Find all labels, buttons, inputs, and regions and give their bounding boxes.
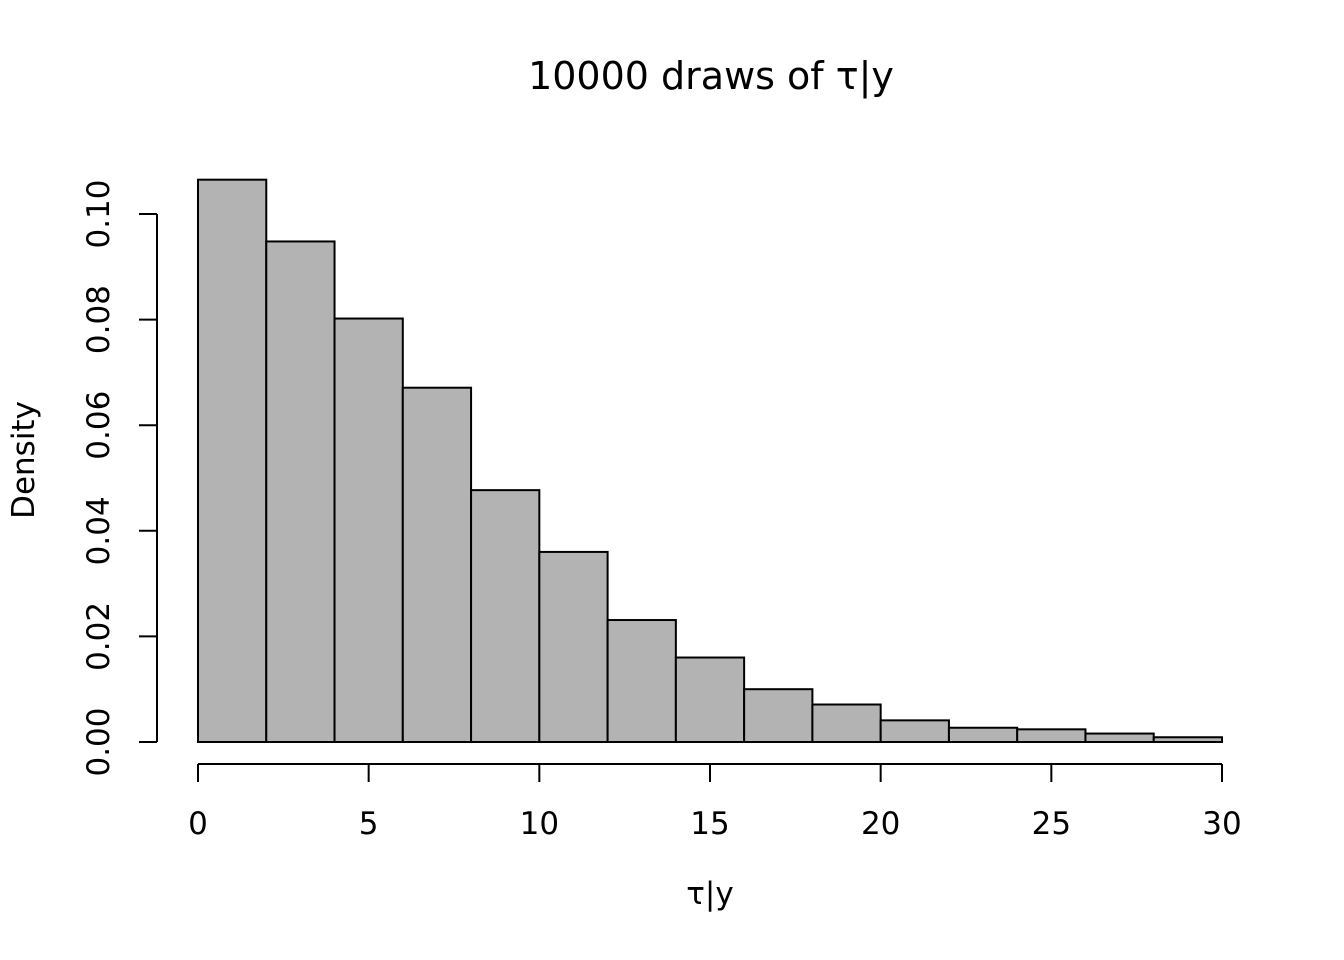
histogram-bar — [197, 178, 268, 743]
chart-title: 10000 draws of τ|y — [528, 54, 894, 99]
histogram-bar — [947, 726, 1019, 744]
x-axis-label: τ|y — [686, 876, 733, 912]
x-tick-label: 20 — [861, 806, 900, 842]
y-tick-label: 0.08 — [81, 285, 117, 354]
y-tick-label: 0.10 — [81, 179, 117, 248]
x-tick-label: 25 — [1032, 806, 1071, 842]
y-tick-label: 0.00 — [81, 707, 117, 776]
histogram-bar — [1016, 728, 1087, 744]
y-tick-label: 0.04 — [81, 496, 117, 565]
histogram-bar — [606, 619, 677, 743]
histogram-bar — [538, 550, 609, 743]
y-tick-label: 0.06 — [81, 391, 117, 460]
y-tick-label: 0.02 — [81, 602, 117, 671]
x-tick-label: 30 — [1202, 806, 1241, 842]
histogram-bar — [674, 656, 746, 744]
histogram-bar — [401, 386, 473, 743]
x-tick-label: 5 — [359, 806, 379, 842]
histogram-bar — [811, 703, 882, 744]
y-axis-label: Density — [6, 401, 42, 519]
histogram-bar — [1084, 732, 1155, 744]
histogram-bar — [470, 489, 541, 744]
bars-group — [197, 178, 1223, 744]
histogram-bar — [333, 317, 404, 743]
y-axis: 0.00 0.02 0.04 0.06 0.08 0.10 — [81, 179, 158, 777]
x-tick-label: 10 — [520, 806, 559, 842]
x-axis: 0 5 10 15 20 25 30 — [188, 763, 1242, 842]
x-tick-label: 15 — [690, 806, 729, 842]
histogram-bar — [265, 240, 336, 743]
x-tick-label: 0 — [188, 806, 208, 842]
histogram-bar — [1152, 736, 1223, 743]
histogram-bar — [743, 688, 814, 744]
histogram-bar — [879, 719, 950, 743]
